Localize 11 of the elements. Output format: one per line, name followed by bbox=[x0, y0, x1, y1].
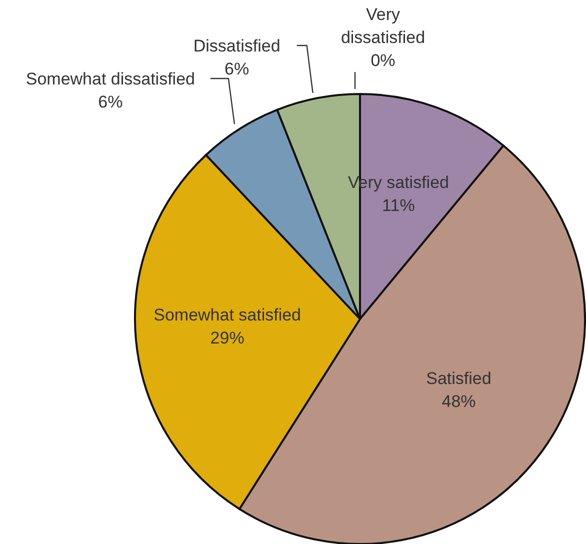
data-label: 29% bbox=[210, 328, 244, 348]
data-label: 48% bbox=[442, 392, 476, 411]
category-label: Very dissatisfied bbox=[340, 5, 426, 47]
slice-label: Somewhat satisfied bbox=[154, 306, 302, 325]
slice-label: Satisfied bbox=[426, 368, 492, 388]
data-label: 11% bbox=[382, 196, 415, 215]
data-label: 6% bbox=[224, 59, 250, 78]
slice-label: Somewhat dissatisfied bbox=[26, 70, 196, 89]
data-label: 6% bbox=[98, 92, 123, 112]
slice-label: Dissatisfied bbox=[193, 36, 280, 56]
text: 0% bbox=[370, 51, 396, 70]
